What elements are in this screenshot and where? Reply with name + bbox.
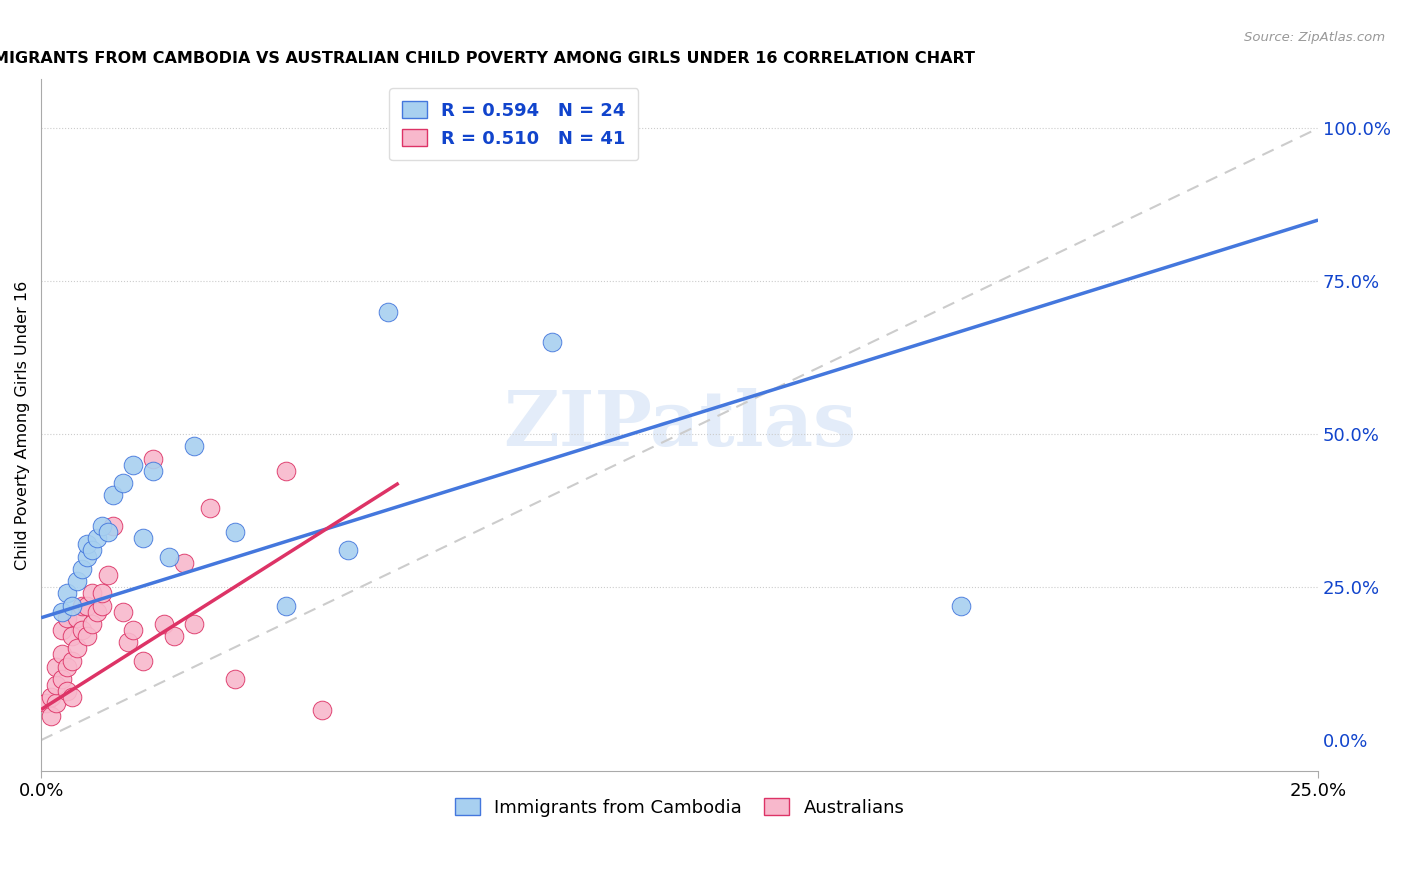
Point: [51, 672, 73, 686]
Point: [541, 335, 564, 350]
Point: [41, 690, 63, 705]
Point: [183, 616, 205, 631]
Point: [55, 684, 77, 698]
Point: [66, 641, 89, 656]
Point: [224, 672, 246, 686]
Point: [45, 678, 67, 692]
Point: [76, 629, 98, 643]
Point: [157, 549, 180, 564]
Point: [96, 525, 118, 540]
Point: [91, 599, 114, 613]
Point: [82, 543, 104, 558]
Point: [173, 556, 195, 570]
Point: [45, 697, 67, 711]
Point: [101, 519, 124, 533]
Point: [51, 648, 73, 662]
Point: [91, 519, 114, 533]
Point: [55, 611, 77, 625]
Legend: Immigrants from Cambodia, Australians: Immigrants from Cambodia, Australians: [447, 790, 911, 824]
Point: [51, 623, 73, 637]
Point: [76, 537, 98, 551]
Point: [86, 531, 108, 545]
Point: [51, 605, 73, 619]
Point: [76, 549, 98, 564]
Point: [276, 464, 298, 478]
Point: [55, 659, 77, 673]
Y-axis label: Child Poverty Among Girls Under 16: Child Poverty Among Girls Under 16: [15, 280, 30, 570]
Point: [82, 616, 104, 631]
Point: [198, 500, 221, 515]
Point: [66, 574, 89, 588]
Point: [101, 488, 124, 502]
Point: [82, 586, 104, 600]
Point: [183, 439, 205, 453]
Point: [949, 599, 972, 613]
Point: [152, 616, 174, 631]
Point: [45, 659, 67, 673]
Point: [117, 635, 139, 649]
Point: [41, 708, 63, 723]
Point: [142, 451, 165, 466]
Text: IMMIGRANTS FROM CAMBODIA VS AUSTRALIAN CHILD POVERTY AMONG GIRLS UNDER 16 CORREL: IMMIGRANTS FROM CAMBODIA VS AUSTRALIAN C…: [0, 51, 974, 66]
Point: [276, 599, 298, 613]
Point: [111, 476, 134, 491]
Point: [76, 599, 98, 613]
Point: [122, 458, 145, 472]
Point: [70, 623, 93, 637]
Text: Source: ZipAtlas.com: Source: ZipAtlas.com: [1244, 31, 1385, 45]
Point: [86, 605, 108, 619]
Point: [132, 531, 155, 545]
Point: [142, 464, 165, 478]
Point: [377, 305, 399, 319]
Point: [60, 654, 83, 668]
Point: [111, 605, 134, 619]
Point: [60, 599, 83, 613]
Point: [336, 543, 359, 558]
Point: [91, 586, 114, 600]
Point: [311, 702, 333, 716]
Point: [163, 629, 186, 643]
Point: [70, 599, 93, 613]
Point: [96, 568, 118, 582]
Point: [66, 611, 89, 625]
Point: [70, 562, 93, 576]
Point: [122, 623, 145, 637]
Point: [60, 690, 83, 705]
Point: [35, 697, 58, 711]
Text: ZIPatlas: ZIPatlas: [503, 388, 856, 462]
Point: [224, 525, 246, 540]
Point: [55, 586, 77, 600]
Point: [60, 629, 83, 643]
Point: [132, 654, 155, 668]
